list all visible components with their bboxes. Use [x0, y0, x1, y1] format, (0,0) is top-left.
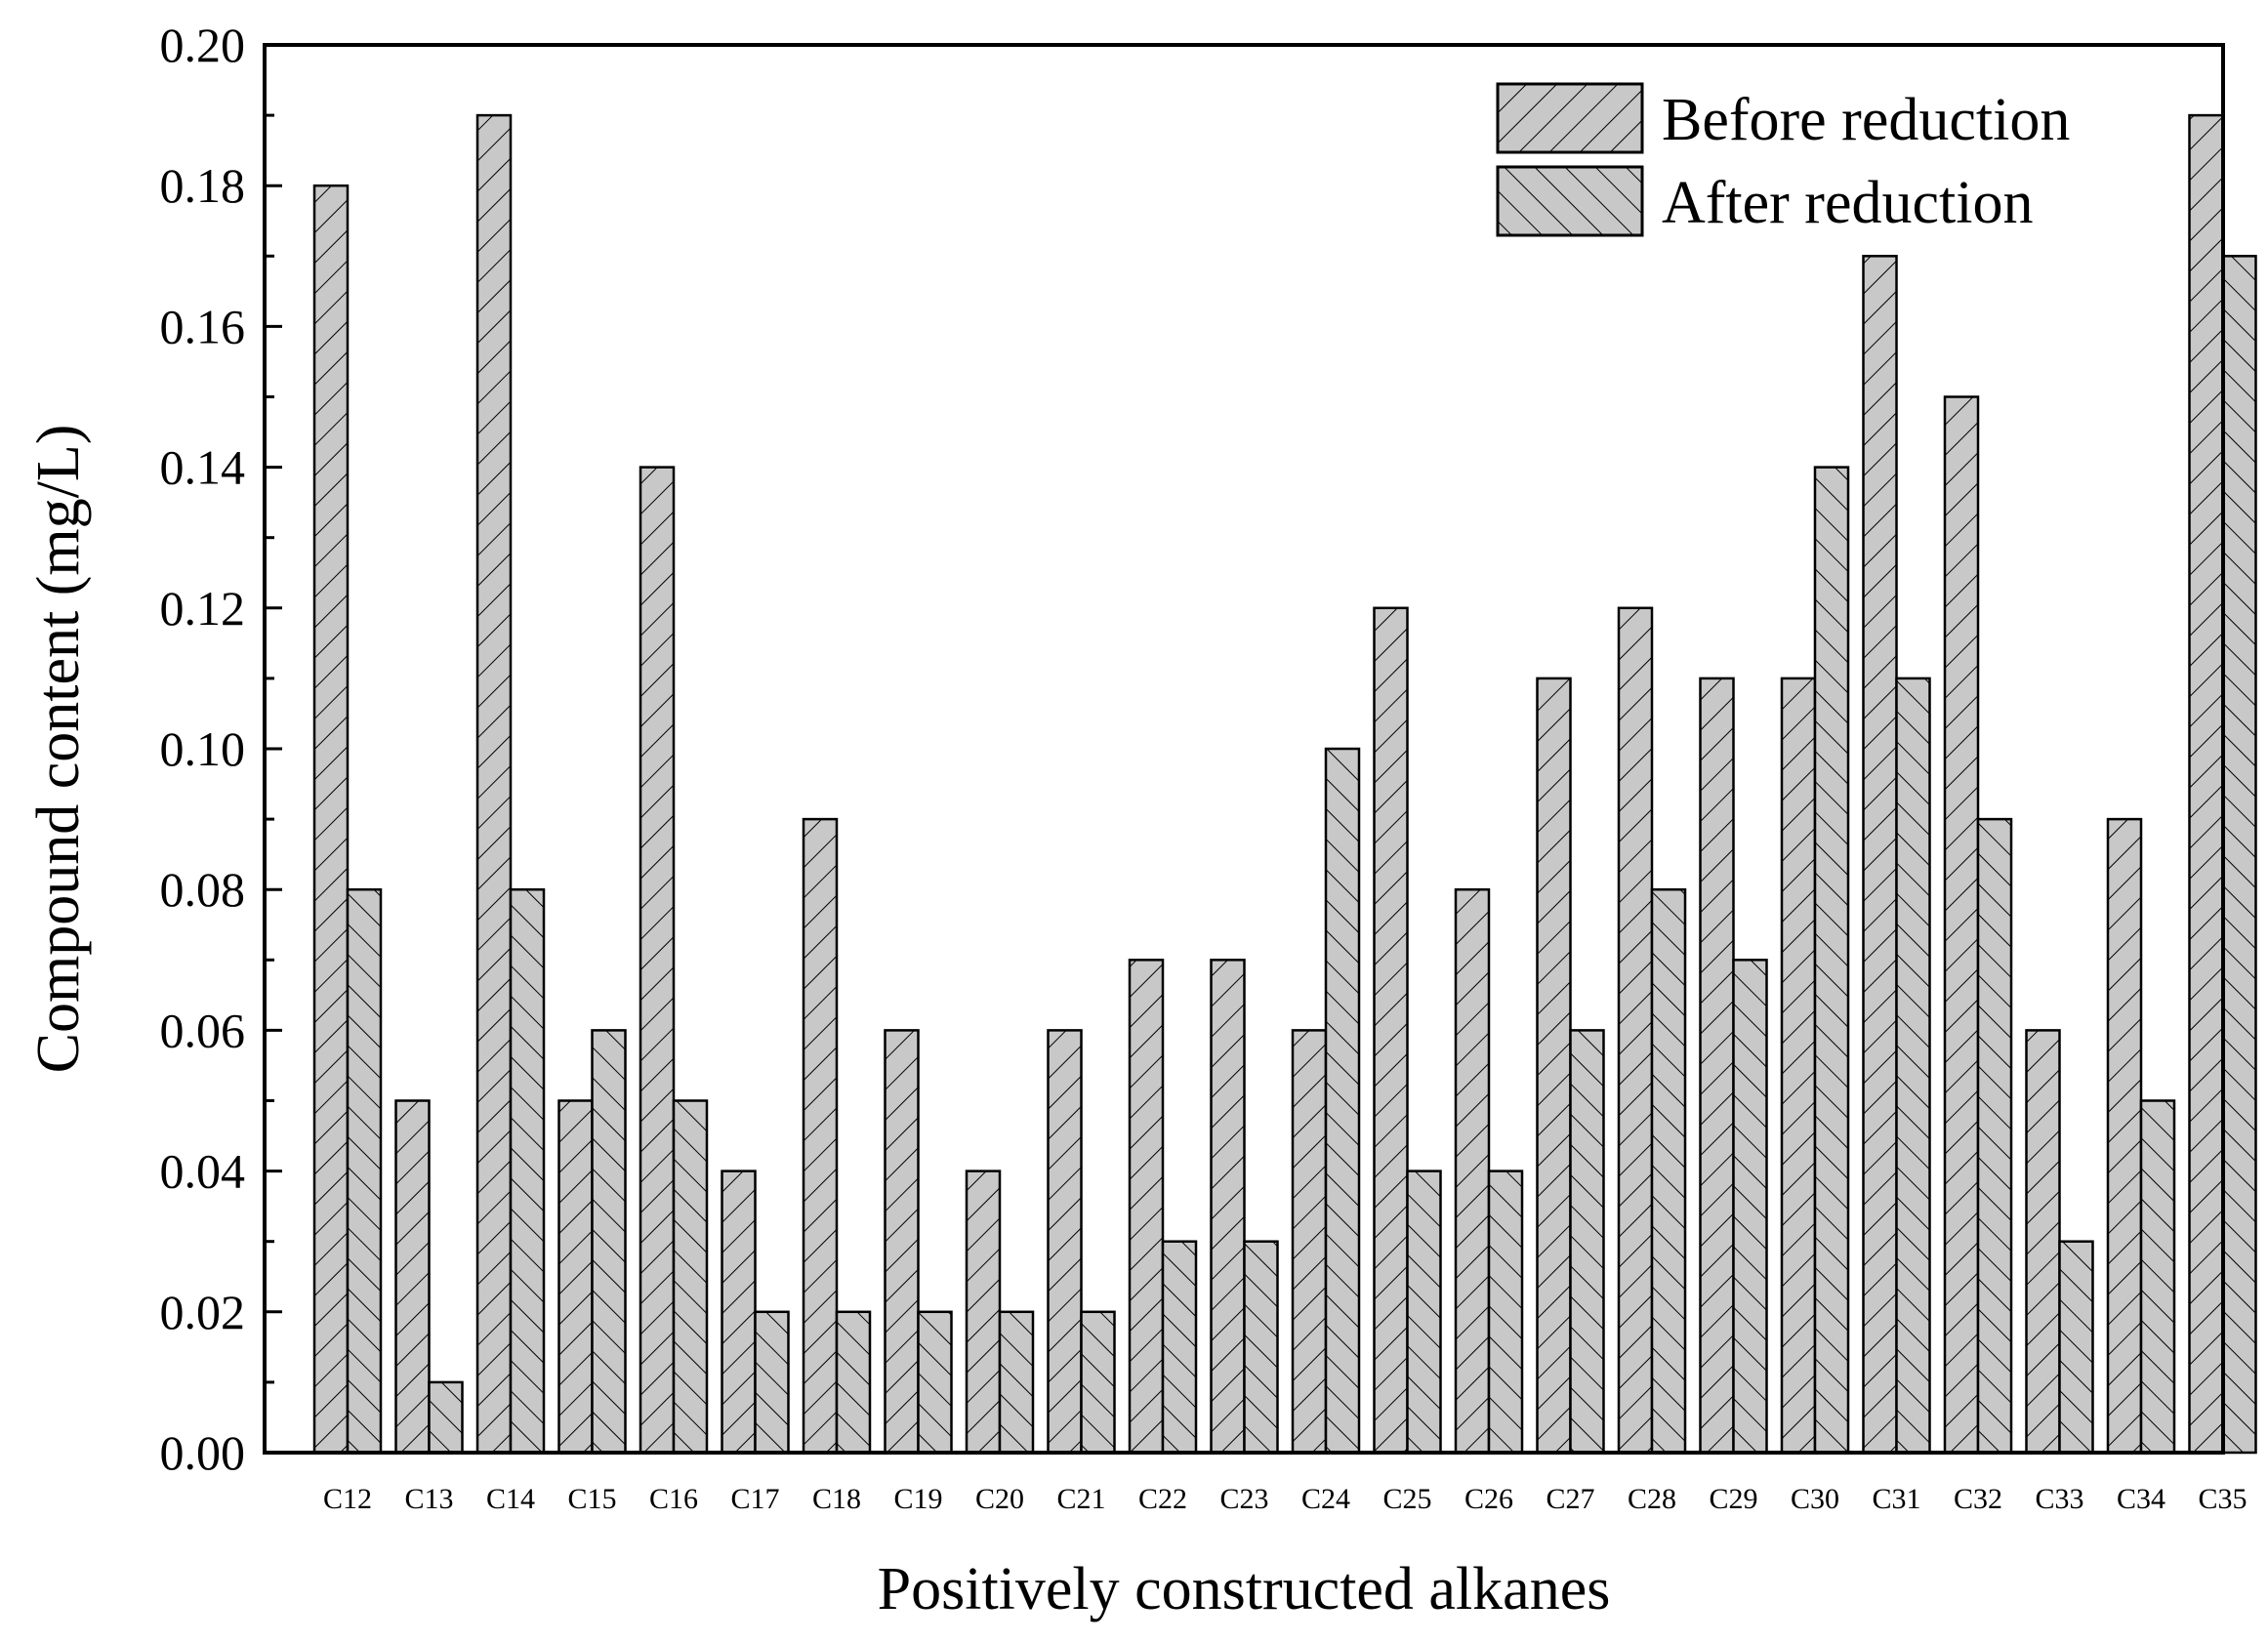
bar-after-c18 — [835, 1310, 872, 1455]
y-tick-label: 0.04 — [160, 1144, 246, 1199]
bar-before-c12 — [312, 184, 350, 1455]
legend-swatch-before — [1496, 82, 1644, 154]
x-category-label: C25 — [1382, 1483, 1431, 1515]
y-tick-label: 0.12 — [160, 581, 246, 636]
bar-after-c30 — [1813, 466, 1850, 1455]
x-axis-title: Positively constructed alkanes — [878, 1556, 1611, 1622]
bar-after-c28 — [1650, 887, 1687, 1455]
bar-after-c27 — [1569, 1029, 1605, 1455]
x-category-label: C34 — [2117, 1483, 2165, 1515]
x-category-label: C19 — [893, 1483, 942, 1515]
y-tick-label: 0.00 — [160, 1425, 246, 1480]
bar-before-c27 — [1536, 677, 1572, 1455]
x-category-label: C21 — [1056, 1483, 1105, 1515]
bar-after-c29 — [1732, 959, 1768, 1455]
bar-before-c28 — [1617, 606, 1654, 1455]
bar-after-c17 — [754, 1310, 790, 1455]
bar-before-c21 — [1047, 1029, 1083, 1455]
y-axis-title: Compound content (mg/L) — [25, 425, 92, 1074]
bar-before-c20 — [965, 1170, 1002, 1455]
legend: Before reduction After reduction — [1496, 82, 2070, 237]
bar-before-c32 — [1943, 395, 1980, 1455]
bar-before-c25 — [1373, 606, 1409, 1455]
y-tick-label: 0.20 — [160, 18, 246, 72]
bar-after-c33 — [2058, 1240, 2094, 1455]
bar-after-c25 — [1406, 1170, 1442, 1455]
y-tick-label: 0.14 — [160, 440, 246, 495]
x-category-label: C16 — [649, 1483, 698, 1515]
x-category-label: C15 — [567, 1483, 616, 1515]
bar-before-c22 — [1128, 959, 1165, 1455]
bar-before-c15 — [557, 1099, 594, 1455]
bar-after-c34 — [2139, 1099, 2176, 1455]
bar-before-c31 — [1862, 255, 1898, 1455]
bar-after-c20 — [998, 1310, 1035, 1455]
bar-before-c16 — [639, 466, 676, 1455]
y-tick-label: 0.06 — [160, 1003, 246, 1057]
legend-label-after: After reduction — [1662, 170, 2033, 236]
bar-before-c26 — [1454, 887, 1491, 1455]
bar-before-c34 — [2106, 817, 2143, 1455]
x-category-label: C22 — [1138, 1483, 1187, 1515]
bar-after-c16 — [672, 1099, 709, 1455]
x-category-label: C13 — [404, 1483, 453, 1515]
x-category-label: C12 — [323, 1483, 372, 1515]
y-tick-label: 0.10 — [160, 721, 246, 776]
bar-after-c31 — [1895, 677, 1931, 1455]
bar-before-c30 — [1780, 677, 1817, 1455]
x-category-label: C20 — [975, 1483, 1024, 1515]
x-category-label: C26 — [1464, 1483, 1513, 1515]
x-category-label: C31 — [1872, 1483, 1920, 1515]
legend-label-before: Before reduction — [1662, 87, 2070, 153]
bar-before-c19 — [884, 1029, 920, 1455]
x-category-label: C28 — [1628, 1483, 1676, 1515]
y-tick-label: 0.16 — [160, 299, 246, 353]
x-category-label: C14 — [486, 1483, 535, 1515]
bar-after-c21 — [1080, 1310, 1116, 1455]
bar-after-c15 — [591, 1029, 627, 1455]
x-category-label: C33 — [2035, 1483, 2083, 1515]
bar-after-c14 — [509, 887, 546, 1455]
x-category-label: C23 — [1219, 1483, 1268, 1515]
y-tick-label: 0.02 — [160, 1285, 246, 1339]
bar-before-c35 — [2188, 113, 2224, 1455]
bar-before-c18 — [802, 817, 839, 1455]
x-category-label: C27 — [1546, 1483, 1594, 1515]
bar-after-c32 — [1976, 817, 2013, 1455]
bar-before-c29 — [1699, 677, 1735, 1455]
y-tick-label: 0.08 — [160, 862, 246, 917]
y-axis: 0.00 0.02 0.04 0.06 0.08 0.10 0.12 0.14 0.16 0.18… — [160, 18, 282, 1480]
x-category-label: C32 — [1954, 1483, 2002, 1515]
bar-after-c23 — [1243, 1240, 1279, 1455]
x-category-label: C18 — [812, 1483, 861, 1515]
legend-swatch-after — [1496, 165, 1644, 237]
bar-after-c26 — [1487, 1170, 1524, 1455]
x-category-label: C30 — [1791, 1483, 1839, 1515]
bar-after-c12 — [346, 887, 383, 1455]
bar-after-c24 — [1324, 747, 1361, 1455]
x-category-label: C29 — [1709, 1483, 1757, 1515]
bar-before-c13 — [394, 1099, 431, 1455]
bar-after-c35 — [2221, 255, 2257, 1455]
bars-group — [312, 113, 2257, 1455]
bar-before-c24 — [1291, 1029, 1328, 1455]
bar-after-c22 — [1161, 1240, 1198, 1455]
bar-after-c13 — [428, 1380, 464, 1455]
x-category-label: C24 — [1301, 1483, 1350, 1515]
bar-before-c23 — [1210, 959, 1246, 1455]
bar-before-c17 — [721, 1170, 757, 1455]
bar-after-c19 — [917, 1310, 953, 1455]
bar-before-c14 — [475, 113, 513, 1455]
x-category-label: C35 — [2198, 1483, 2247, 1515]
x-category-label: C17 — [730, 1483, 779, 1515]
bar-before-c33 — [2025, 1029, 2061, 1455]
x-axis: C12 C13 C14 C15 C16 C17 C18 C19 C20 C21 C22 C23 C24 C… — [323, 1483, 2247, 1515]
plot-frame — [263, 43, 2225, 1455]
y-tick-label: 0.18 — [160, 158, 246, 213]
